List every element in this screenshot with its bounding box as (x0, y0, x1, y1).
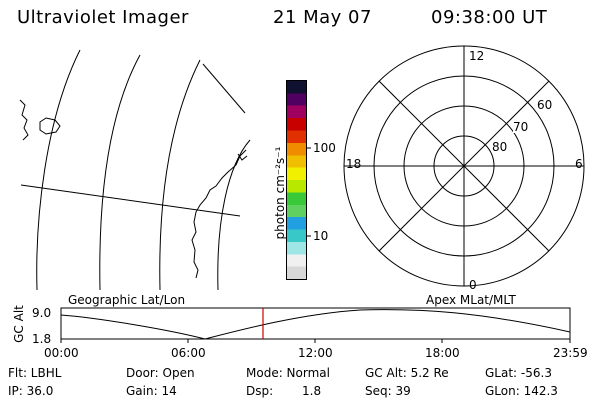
lon-line-1 (20, 184, 241, 217)
xtick-label-1200: 12:00 (298, 346, 333, 360)
lat-arc-3 (159, 59, 201, 291)
mlt-label-12: 12 (469, 49, 485, 63)
dsp-key: Dsp: (246, 384, 274, 398)
mlt-label-18: 18 (346, 157, 362, 171)
color-scale-bar (286, 80, 307, 280)
mlat-label-60: 60 (537, 98, 553, 112)
geographic-title: Geographic Lat/Lon (68, 293, 186, 307)
polar-diagonal-2 (378, 80, 550, 252)
seq-value: Seq: 39 (365, 384, 411, 398)
mlt-label-0: 0 (469, 278, 477, 292)
dsp-value: 1.8 (302, 384, 322, 398)
mlat-label-80: 80 (492, 140, 508, 154)
coastline-inlet (237, 153, 248, 161)
glat-value: GLat: -56.3 (485, 366, 552, 380)
xtick-label-0000: 00:00 (44, 346, 79, 360)
strip-ytick-top: 9.0 (32, 306, 52, 320)
gain-value: Gain: 14 (126, 384, 177, 398)
apex-title: Apex MLat/MLT (426, 293, 516, 307)
coastline-left (19, 99, 29, 141)
xtick-label-1800: 18:00 (425, 346, 460, 360)
colorbar-tick-100: 100 (313, 141, 336, 155)
lat-arc-2 (99, 54, 141, 291)
lat-arc-4 (217, 139, 251, 291)
mlt-label-6: 6 (575, 157, 583, 171)
island-outline (39, 117, 61, 135)
gc-alt-value: GC Alt: 5.2 Re (365, 366, 449, 380)
strip-frame (60, 307, 571, 340)
glon-value: GLon: 142.3 (485, 384, 558, 398)
altitude-curve (60, 309, 571, 340)
date-label: 21 May 07 (273, 7, 372, 28)
ip-value: IP: 36.0 (8, 384, 54, 398)
xtick-label-2359: 23:59 (553, 346, 588, 360)
lat-arc-1 (36, 49, 81, 291)
door-status: Door: Open (126, 366, 195, 380)
colorbar-tick-10: 10 (313, 229, 329, 243)
filter-value: Flt: LBHL (8, 366, 62, 380)
instrument-title: Ultraviolet Imager (17, 7, 189, 28)
time-label: 09:38:00 UT (431, 7, 548, 28)
coastline-right (191, 149, 247, 279)
lon-line-2 (202, 63, 246, 114)
xtick-label-0600: 06:00 (171, 346, 206, 360)
mode-value: Mode: Normal (246, 366, 330, 380)
strip-ytick-bottom: 1.8 (32, 332, 52, 346)
mlat-label-70: 70 (513, 120, 529, 134)
